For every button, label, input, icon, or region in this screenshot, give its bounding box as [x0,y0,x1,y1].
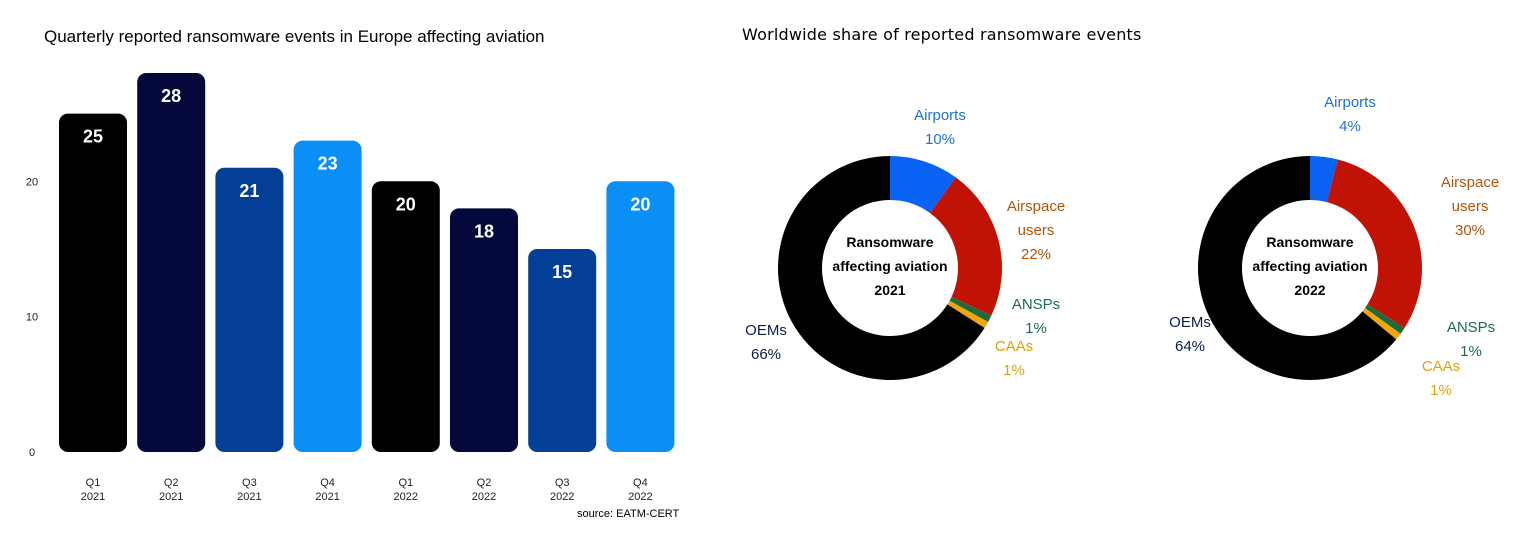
donut-slice-label: 22% [1021,246,1051,263]
donut-slice-label: CAAs [1422,358,1460,375]
x-tick-label: Q2 [477,477,492,489]
x-tick-label: 2021 [237,491,261,503]
bar-chart-title: Quarterly reported ransomware events in … [44,27,545,46]
donut-slice-label: CAAs [995,338,1033,355]
donut-slice-label: OEMs [745,322,787,339]
donut-slice-label: 1% [1025,320,1047,337]
bar-chart: 0 10 20 25 Q1 2021 28 Q2 2021 21 Q3 2021 23 Q4 2021 20 Q… [26,73,675,503]
bar-value-label: 21 [239,181,259,201]
x-tick-label: 2022 [628,491,652,503]
x-tick-label: 2022 [472,491,496,503]
x-tick-label: 2021 [159,491,183,503]
x-tick-label: 2022 [394,491,418,503]
donut-slice-label: 66% [751,346,781,363]
bar-value-label: 15 [552,262,572,282]
bar [215,167,284,452]
bar [450,208,518,452]
bar-value-label: 20 [396,194,416,214]
donut-slice-label: Airports [914,107,966,124]
donut-center-label: 2022 [1294,282,1325,298]
donut-slice [1326,159,1422,329]
donut-slice-label: 64% [1175,338,1205,355]
donut-slice [949,296,992,322]
donut-slice-label: Airspace [1007,198,1065,215]
donut-slice-label: ANSPs [1447,319,1495,336]
donut-slice [778,156,985,380]
donut-slice-label: 1% [1430,382,1452,399]
x-tick-label: 2022 [550,491,574,503]
donut-chart-title: Worldwide share of reported ransomware e… [742,25,1142,44]
source-note: source: EATM-CERT [577,508,680,520]
donut-slice [1198,156,1397,380]
x-tick-label: Q4 [633,477,648,489]
donut-center-label: 2021 [874,282,905,298]
donut-slice-label: 10% [925,131,955,148]
donut-slice [890,156,956,213]
donut-chart-2022: Ransomware affecting aviation 2022 Airports… [1169,94,1499,399]
donut-slice [1310,156,1338,203]
donut-slice-label: 30% [1455,222,1485,239]
bar-value-label: 28 [161,86,181,106]
bar-value-label: 25 [83,127,103,147]
bar [528,248,597,452]
bar [59,113,127,452]
donut-slice-label: 1% [1460,343,1482,360]
x-tick-label: Q3 [555,477,570,489]
donut-slice-label: 4% [1339,118,1361,135]
donut-center-label: Ransomware [1266,234,1353,250]
donut-slice [1365,304,1405,334]
donut-slice-label: users [1018,222,1055,239]
bar [293,140,362,452]
bar-value-label: 18 [474,221,494,241]
bar-value-label: 23 [318,154,338,174]
x-tick-label: 2021 [81,491,105,503]
donut-center-label: affecting aviation [832,258,947,274]
x-tick-label: Q4 [320,477,335,489]
x-tick-label: Q2 [164,477,179,489]
y-tick-label: 20 [26,176,38,188]
donut-slice-label: Airspace [1441,174,1499,191]
bar [371,181,440,453]
bar [606,181,675,453]
x-tick-label: Q1 [86,477,101,489]
donut-center-label: Ransomware [846,234,933,250]
x-tick-label: Q1 [398,477,413,489]
y-tick-label: 0 [29,447,35,459]
donut-slice-label: OEMs [1169,314,1211,331]
donut-slice-label: 1% [1003,362,1025,379]
donut-slice [947,300,989,329]
donut-slice-label: users [1452,198,1489,215]
donut-slice-label: Airports [1324,94,1376,111]
x-tick-label: Q3 [242,477,257,489]
bar-value-label: 20 [630,194,650,214]
x-tick-label: 2021 [315,491,339,503]
y-tick-label: 10 [26,312,38,324]
donut-slice-label: ANSPs [1012,296,1060,313]
donut-slice [929,177,1002,316]
donut-chart-2021: Ransomware affecting aviation 2021 Airports… [745,107,1065,380]
donut-center-label: affecting aviation [1252,258,1367,274]
donut-slice [1362,307,1401,340]
bar [137,73,206,452]
